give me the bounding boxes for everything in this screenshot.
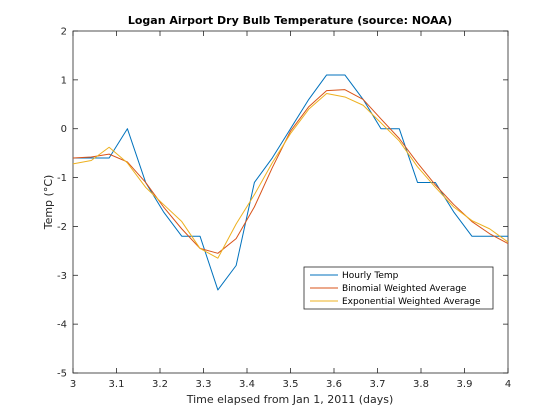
x-tick-label: 3.4: [239, 379, 255, 390]
x-tick-label: 3.5: [283, 379, 299, 390]
x-tick-label: 3.1: [109, 379, 125, 390]
x-tick-label: 4: [505, 379, 511, 390]
x-tick-label: 3.7: [370, 379, 386, 390]
series-line-2: [72, 93, 509, 259]
y-tick-label: 1: [61, 75, 67, 86]
y-tick-label: -3: [57, 271, 67, 282]
y-tick-label: 0: [61, 124, 67, 135]
series-lines: [72, 74, 509, 291]
series-line-1: [72, 89, 509, 254]
x-axis-label: Time elapsed from Jan 1, 2011 (days): [186, 393, 394, 406]
legend-entry: Binomial Weighted Average: [342, 284, 467, 294]
legend-entry: Hourly Temp: [342, 271, 399, 281]
x-axis: 3 3.1 3.2 3.3 3.4 3.5 3.6 3.7 3.8 3.9 4: [70, 31, 511, 390]
x-tick-label: 3.3: [196, 379, 212, 390]
y-tick-label: -2: [57, 222, 67, 233]
chart-title: Logan Airport Dry Bulb Temperature (sour…: [128, 14, 452, 27]
y-tick-label: -5: [57, 369, 67, 380]
y-axis-label: Temp (°C): [42, 175, 55, 231]
x-tick-label: 3: [70, 379, 76, 390]
x-tick-label: 3.6: [326, 379, 342, 390]
y-tick-label: -4: [57, 320, 67, 331]
x-tick-label: 3.8: [413, 379, 429, 390]
y-axis: -5 -4 -3 -2 -1 0 1 2: [57, 27, 508, 380]
legend-entry: Exponential Weighted Average: [342, 297, 481, 307]
x-tick-label: 3.2: [152, 379, 168, 390]
plot-area: [72, 30, 509, 374]
legend: Hourly Temp Binomial Weighted Average Expo…: [303, 266, 494, 310]
y-tick-label: -1: [57, 173, 67, 184]
x-tick-label: 3.9: [457, 379, 473, 390]
y-tick-label: 2: [61, 27, 67, 38]
